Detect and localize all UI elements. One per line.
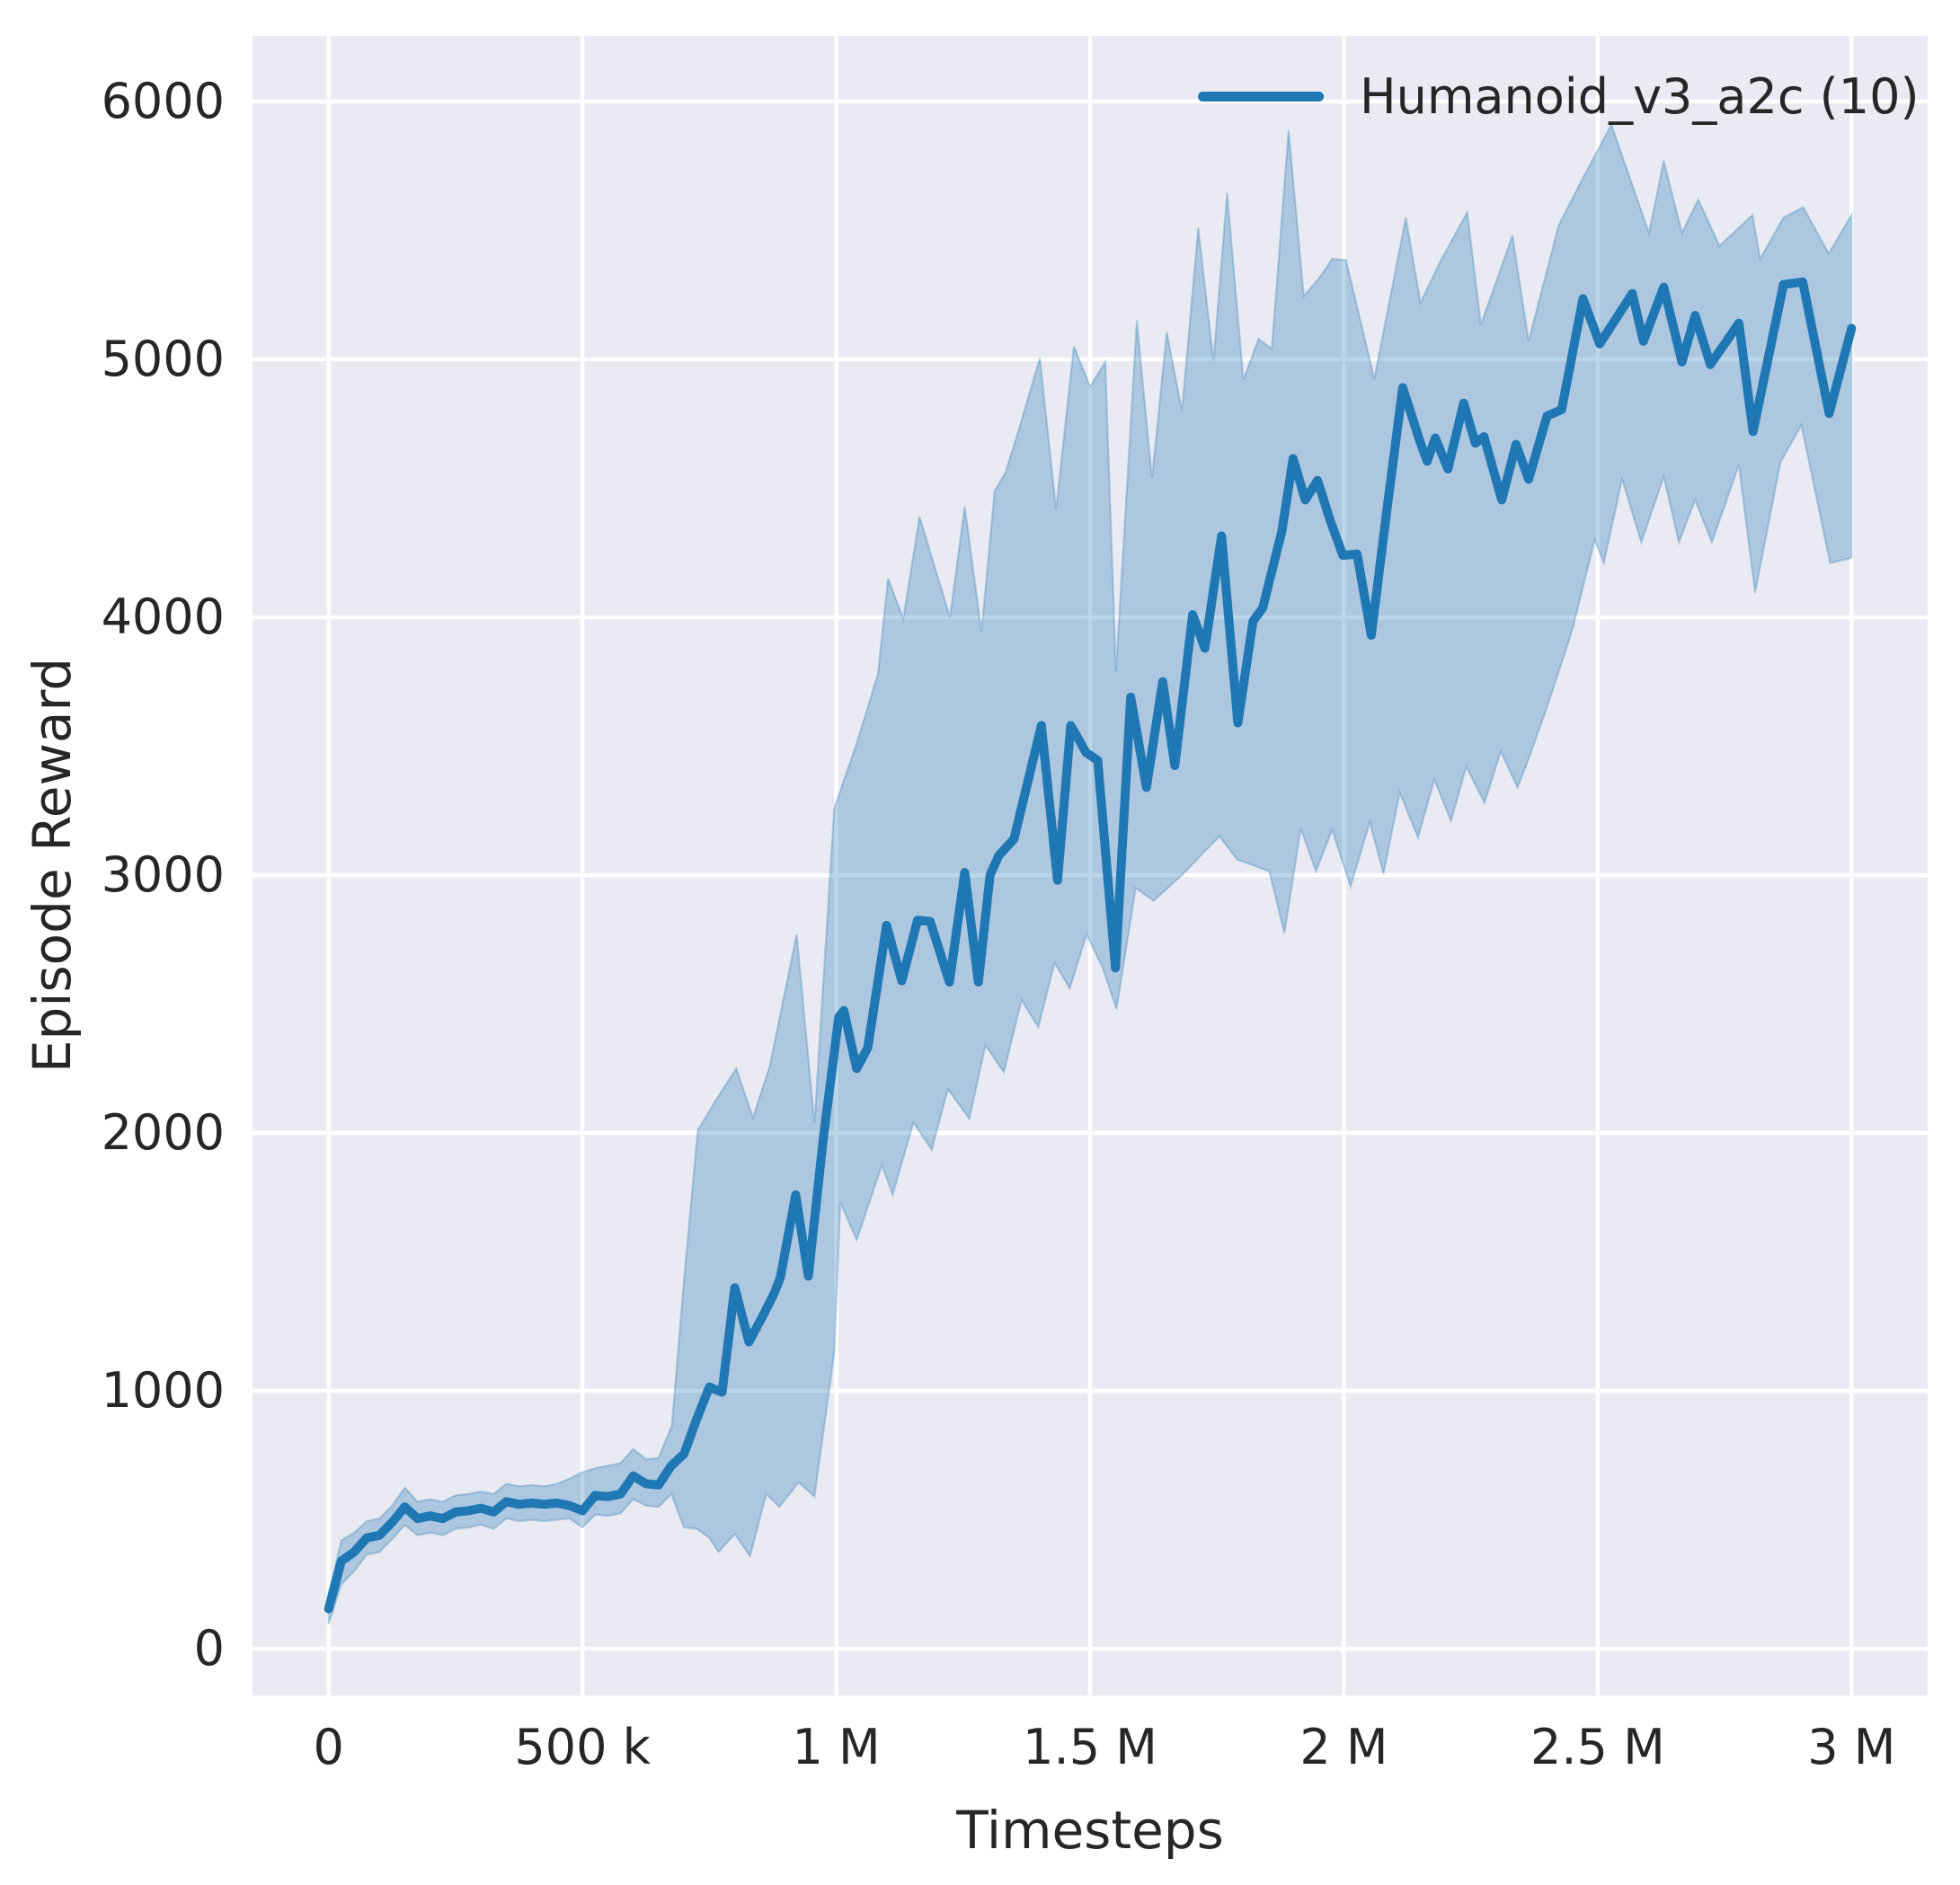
x-tick-label: 2.5 M bbox=[1530, 1719, 1665, 1775]
legend: Humanoid_v3_a2c (10) bbox=[1198, 70, 1920, 123]
legend-series-label: Humanoid_v3_a2c (10) bbox=[1360, 68, 1920, 125]
y-tick-label: 0 bbox=[193, 1620, 225, 1677]
x-tick-label: 2 M bbox=[1299, 1719, 1388, 1775]
x-tick-label: 1.5 M bbox=[1023, 1719, 1157, 1775]
y-tick-label: 5000 bbox=[101, 330, 225, 387]
legend-line-swatch bbox=[1198, 92, 1324, 102]
confidence-band bbox=[327, 121, 1853, 1625]
y-tick-label: 6000 bbox=[101, 72, 225, 129]
mean-line bbox=[324, 277, 1857, 1614]
y-tick-label: 1000 bbox=[101, 1362, 225, 1420]
y-tick-label: 3000 bbox=[101, 845, 225, 903]
x-axis-label: Timesteps bbox=[956, 1800, 1224, 1861]
y-tick-label: 2000 bbox=[101, 1104, 225, 1161]
x-tick-label: 500 k bbox=[514, 1719, 651, 1775]
x-tick-label: 1 M bbox=[792, 1719, 881, 1775]
x-tick-label: 0 bbox=[313, 1719, 344, 1775]
y-tick-label: 4000 bbox=[101, 588, 225, 645]
x-tick-label: 3 M bbox=[1807, 1719, 1896, 1775]
y-axis-label: Episode Reward bbox=[22, 657, 83, 1074]
